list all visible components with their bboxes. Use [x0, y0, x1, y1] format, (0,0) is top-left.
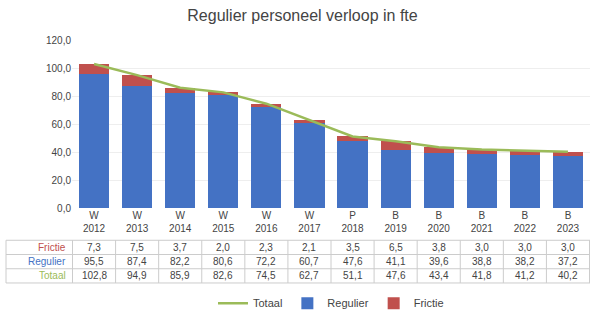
svg-text:37,2: 37,2: [558, 256, 578, 267]
svg-text:51,1: 51,1: [343, 270, 363, 281]
svg-text:38,2: 38,2: [515, 256, 535, 267]
svg-text:Totaal: Totaal: [253, 297, 282, 309]
svg-text:62,7: 62,7: [299, 270, 319, 281]
svg-text:120,0: 120,0: [46, 35, 71, 46]
svg-text:43,4: 43,4: [429, 270, 449, 281]
svg-text:W2012: W2012: [83, 210, 106, 234]
svg-text:41,2: 41,2: [515, 270, 535, 281]
svg-text:Regulier: Regulier: [327, 297, 368, 309]
svg-text:3,7: 3,7: [173, 242, 187, 253]
svg-text:47,6: 47,6: [386, 270, 406, 281]
svg-text:102,8: 102,8: [82, 270, 107, 281]
svg-text:2,1: 2,1: [302, 242, 316, 253]
svg-text:B2020: B2020: [428, 210, 451, 234]
svg-text:41,1: 41,1: [386, 256, 406, 267]
svg-text:Regulier: Regulier: [28, 256, 66, 267]
svg-text:7,5: 7,5: [130, 242, 144, 253]
svg-text:95,5: 95,5: [84, 256, 104, 267]
svg-text:W2017: W2017: [298, 210, 321, 234]
svg-text:Frictie: Frictie: [38, 242, 66, 253]
svg-text:Regulier personeel verloop in: Regulier personeel verloop in fte: [187, 7, 417, 24]
svg-text:W2013: W2013: [126, 210, 149, 234]
svg-text:W2016: W2016: [255, 210, 278, 234]
svg-text:2,0: 2,0: [216, 242, 230, 253]
svg-text:6,5: 6,5: [389, 242, 403, 253]
svg-text:B2019: B2019: [385, 210, 408, 234]
svg-text:80,6: 80,6: [213, 256, 233, 267]
svg-text:87,4: 87,4: [127, 256, 147, 267]
svg-text:82,6: 82,6: [213, 270, 233, 281]
svg-text:3,5: 3,5: [346, 242, 360, 253]
svg-text:P2018: P2018: [341, 210, 364, 234]
svg-text:3,0: 3,0: [561, 242, 575, 253]
svg-text:B2022: B2022: [514, 210, 537, 234]
svg-text:Frictie: Frictie: [414, 297, 444, 309]
svg-text:20,0: 20,0: [52, 175, 72, 186]
svg-text:W2015: W2015: [212, 210, 235, 234]
svg-text:41,8: 41,8: [472, 270, 492, 281]
svg-text:38,8: 38,8: [472, 256, 492, 267]
svg-text:B2021: B2021: [471, 210, 494, 234]
svg-text:40,2: 40,2: [558, 270, 578, 281]
svg-text:60,0: 60,0: [52, 119, 72, 130]
svg-text:74,5: 74,5: [256, 270, 276, 281]
svg-text:W2014: W2014: [169, 210, 192, 234]
svg-text:3,0: 3,0: [475, 242, 489, 253]
svg-text:3,8: 3,8: [432, 242, 446, 253]
svg-text:3,0: 3,0: [518, 242, 532, 253]
svg-text:72,2: 72,2: [256, 256, 276, 267]
svg-text:80,0: 80,0: [52, 91, 72, 102]
svg-text:82,2: 82,2: [170, 256, 190, 267]
svg-text:2,3: 2,3: [259, 242, 273, 253]
svg-text:Totaal: Totaal: [39, 270, 66, 281]
svg-text:47,6: 47,6: [343, 256, 363, 267]
svg-text:60,7: 60,7: [299, 256, 319, 267]
svg-text:40,0: 40,0: [52, 147, 72, 158]
svg-text:94,9: 94,9: [127, 270, 147, 281]
svg-text:7,3: 7,3: [87, 242, 101, 253]
svg-text:B2023: B2023: [557, 210, 580, 234]
svg-text:0,0: 0,0: [57, 203, 71, 214]
svg-text:39,6: 39,6: [429, 256, 449, 267]
svg-text:85,9: 85,9: [170, 270, 190, 281]
svg-text:100,0: 100,0: [46, 63, 71, 74]
